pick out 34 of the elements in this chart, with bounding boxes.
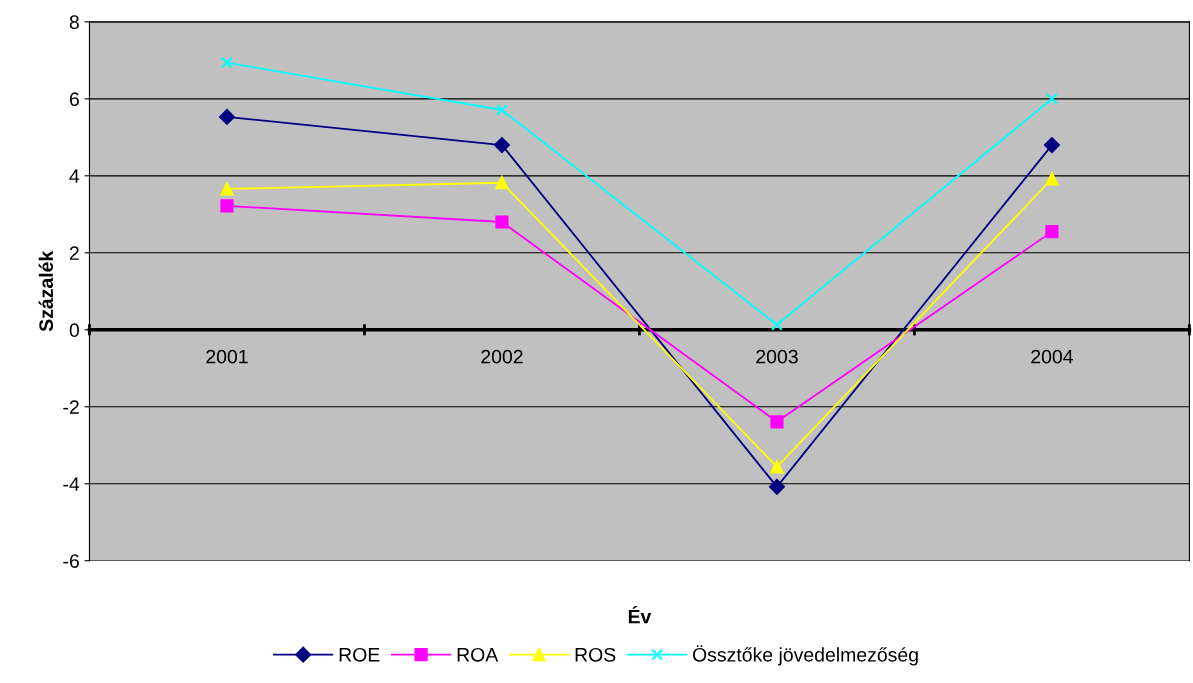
legend-label: ROE <box>339 647 380 662</box>
y-tick-label: 2 <box>69 246 79 260</box>
x-tick-label: 2002 <box>481 349 523 364</box>
y-tick-label: -6 <box>63 554 79 568</box>
y-tick-label: -2 <box>63 400 79 414</box>
point <box>770 460 784 474</box>
point <box>1045 225 1059 239</box>
legend-label: Össztőke jövedelmezőség <box>692 645 918 666</box>
y-axis-title: Százalék <box>38 250 54 332</box>
legend-label: ROA <box>457 647 499 662</box>
point <box>1045 172 1059 186</box>
point <box>769 478 785 495</box>
y-tick-label: 0 <box>69 323 79 338</box>
point <box>221 56 233 69</box>
point <box>219 109 235 125</box>
point <box>495 176 509 190</box>
x-axis-title: Év <box>628 606 652 624</box>
point <box>1046 92 1058 105</box>
point <box>220 199 234 213</box>
point <box>496 104 508 116</box>
legend-label: ROS <box>575 647 616 662</box>
point <box>495 215 509 229</box>
point <box>771 318 783 331</box>
point <box>770 415 784 429</box>
x-tick-label: 2003 <box>756 349 798 364</box>
point <box>1044 137 1060 153</box>
y-tick-label: 6 <box>69 92 79 107</box>
y-tick-label: -4 <box>63 477 80 491</box>
y-tick-label: 8 <box>69 15 79 30</box>
x-tick-label: 2004 <box>1031 349 1073 364</box>
point <box>494 137 510 153</box>
y-tick-label: 4 <box>69 169 80 183</box>
point <box>220 182 234 196</box>
x-tick-label: 2001 <box>206 349 248 364</box>
